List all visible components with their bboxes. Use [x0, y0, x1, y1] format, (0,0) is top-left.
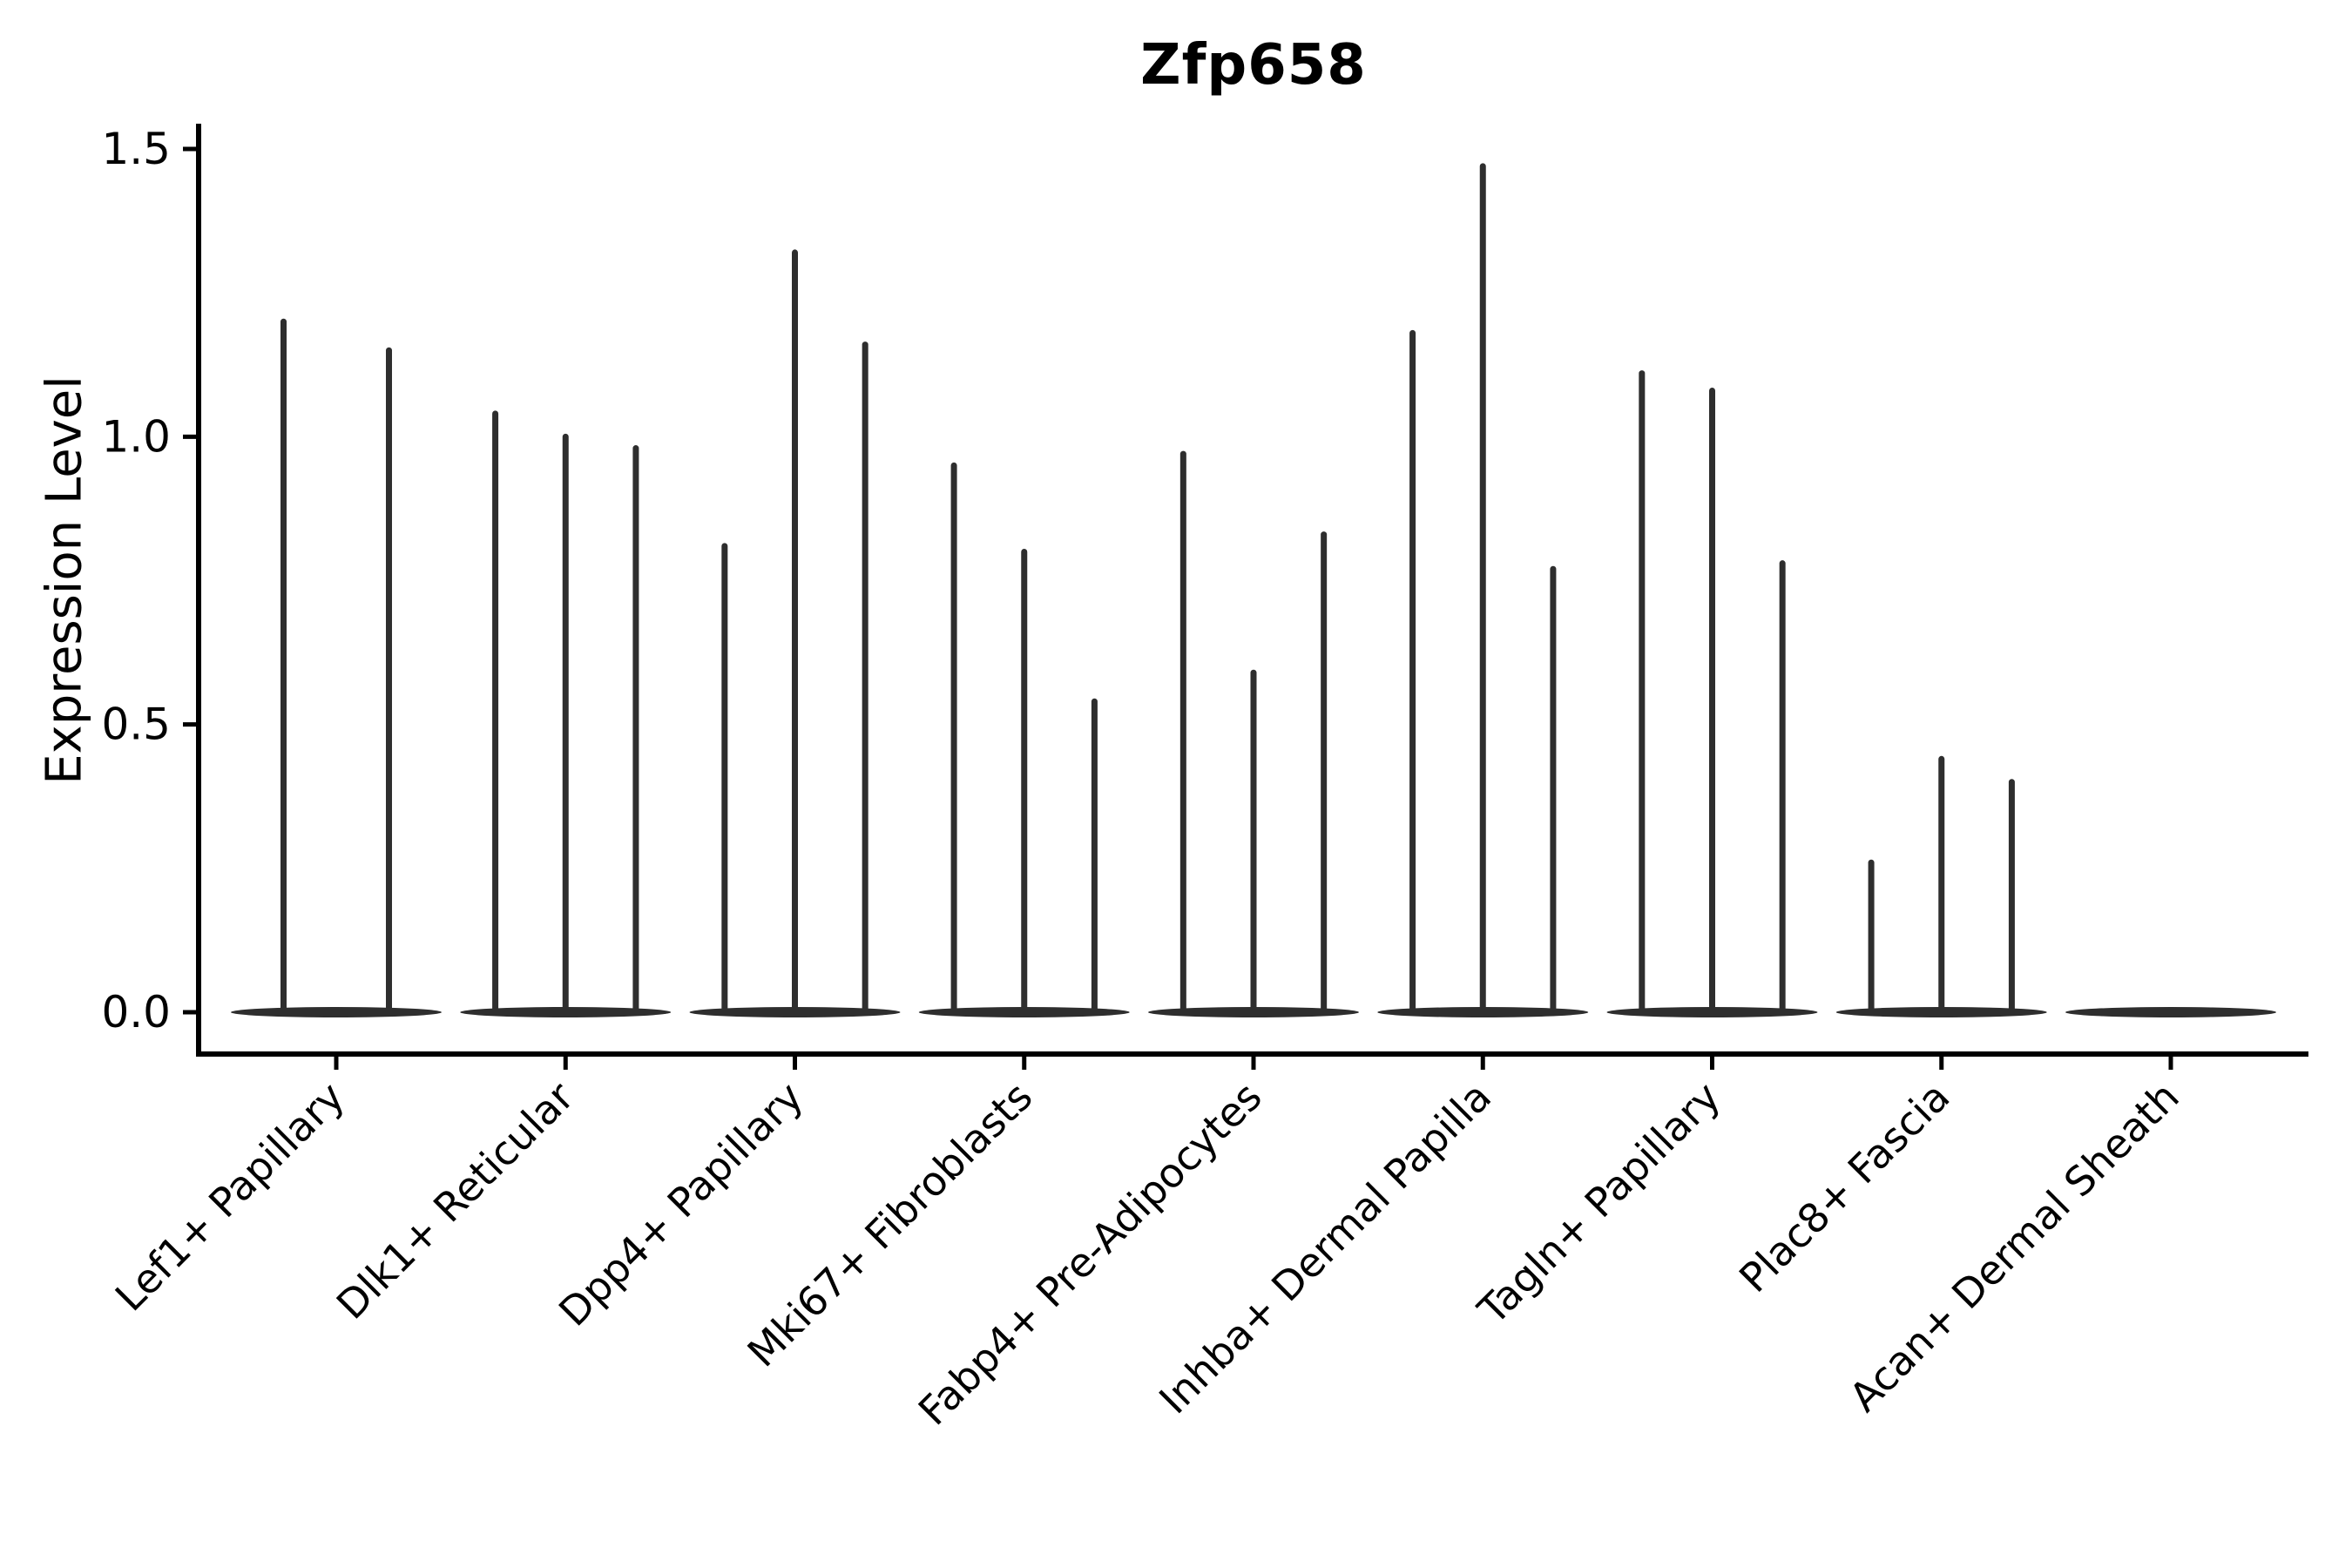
x-tick-label: Dlk1+ Reticular: [328, 1073, 583, 1328]
y-tick-label: 0.5: [101, 700, 171, 750]
y-tick-label: 1.5: [101, 124, 171, 174]
x-tick-label: Plac8+ Fascia: [1730, 1073, 1958, 1301]
violin-body: [231, 1007, 442, 1017]
chart-title: Zfp658: [1140, 33, 1367, 98]
axis-spines: [196, 124, 2308, 1057]
y-tick-label: 1.0: [101, 411, 171, 462]
x-tick-label: Tagln+ Papillary: [1469, 1073, 1730, 1335]
y-axis-label: Expression Level: [36, 375, 93, 785]
x-tick-label: Lef1+ Papillary: [106, 1073, 354, 1321]
x-tick-label: Dpp4+ Papillary: [550, 1073, 812, 1335]
violin-body: [2065, 1007, 2276, 1017]
y-tick-label: 0.0: [101, 987, 171, 1037]
